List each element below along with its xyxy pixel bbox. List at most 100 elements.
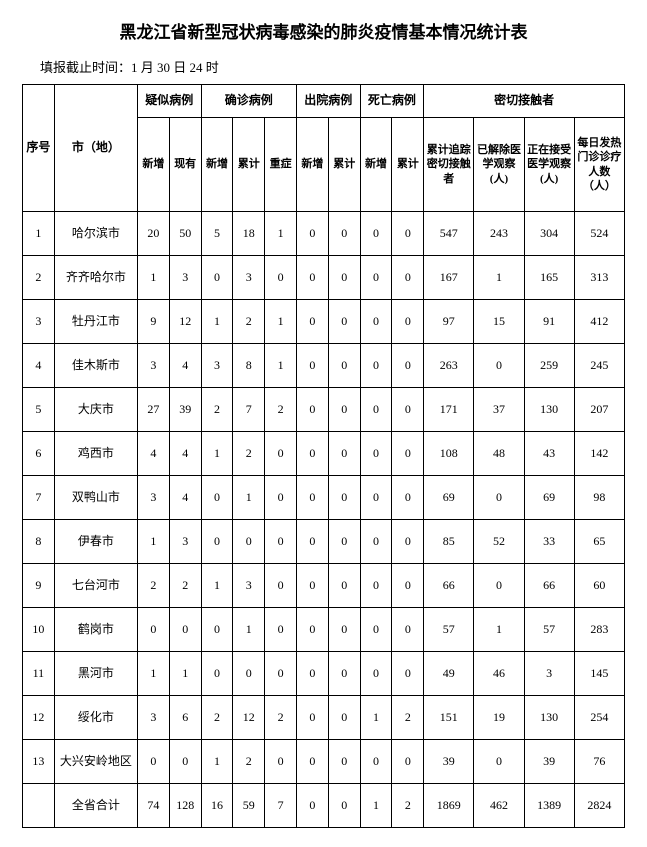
cell-value: 49 <box>424 652 474 696</box>
cell-value: 0 <box>328 476 360 520</box>
cell-value: 245 <box>574 344 624 388</box>
col-fever-clinic: 每日发热门诊诊疗人数（人） <box>574 118 624 212</box>
cell-value: 462 <box>474 784 524 828</box>
cell-value: 0 <box>328 740 360 784</box>
cell-value: 3 <box>169 256 201 300</box>
col-group-contacts: 密切接触者 <box>424 85 625 118</box>
cell-value: 207 <box>574 388 624 432</box>
table-row: 2齐齐哈尔市1303000001671165313 <box>23 256 625 300</box>
cell-value: 0 <box>360 432 392 476</box>
cell-city: 大兴安岭地区 <box>54 740 137 784</box>
cell-value: 547 <box>424 212 474 256</box>
cell-value: 0 <box>328 784 360 828</box>
cell-value: 0 <box>265 608 297 652</box>
cell-value: 0 <box>265 652 297 696</box>
cell-value: 1 <box>233 476 265 520</box>
cell-value: 0 <box>265 564 297 608</box>
cell-value: 1 <box>201 564 233 608</box>
cell-value: 0 <box>392 740 424 784</box>
cell-city: 绥化市 <box>54 696 137 740</box>
cell-value: 0 <box>360 388 392 432</box>
cell-seq: 10 <box>23 608 55 652</box>
cell-value: 1 <box>137 652 169 696</box>
cell-value: 3 <box>169 520 201 564</box>
cell-value: 0 <box>201 476 233 520</box>
cell-value: 3 <box>137 696 169 740</box>
cell-value: 0 <box>328 520 360 564</box>
cell-value: 2 <box>201 388 233 432</box>
cell-seq: 5 <box>23 388 55 432</box>
cell-value: 1 <box>137 520 169 564</box>
cell-value: 1 <box>265 300 297 344</box>
cell-value: 130 <box>524 388 574 432</box>
cell-value: 254 <box>574 696 624 740</box>
cell-value: 0 <box>392 608 424 652</box>
cell-seq: 13 <box>23 740 55 784</box>
cell-value: 5 <box>201 212 233 256</box>
cell-value: 142 <box>574 432 624 476</box>
cell-value: 2 <box>169 564 201 608</box>
col-confirmed-total: 累计 <box>233 118 265 212</box>
cell-value: 151 <box>424 696 474 740</box>
col-death-total: 累计 <box>392 118 424 212</box>
cell-value: 69 <box>524 476 574 520</box>
cell-seq <box>23 784 55 828</box>
cell-value: 66 <box>524 564 574 608</box>
stats-table: 序号 市（地） 疑似病例 确诊病例 出院病例 死亡病例 密切接触者 新增 现有 … <box>22 84 625 828</box>
cell-value: 0 <box>392 300 424 344</box>
cell-value: 39 <box>169 388 201 432</box>
cell-seq: 9 <box>23 564 55 608</box>
cell-seq: 7 <box>23 476 55 520</box>
col-group-confirmed: 确诊病例 <box>201 85 296 118</box>
cell-value: 2 <box>233 432 265 476</box>
cell-value: 0 <box>392 344 424 388</box>
cell-value: 0 <box>297 476 329 520</box>
cell-value: 3 <box>524 652 574 696</box>
cell-value: 0 <box>297 344 329 388</box>
cell-value: 1 <box>360 784 392 828</box>
table-row: 3牡丹江市9121210000971591412 <box>23 300 625 344</box>
cell-value: 1 <box>201 432 233 476</box>
cell-value: 20 <box>137 212 169 256</box>
cell-value: 1 <box>265 344 297 388</box>
cell-value: 6 <box>169 696 201 740</box>
cell-value: 263 <box>424 344 474 388</box>
col-suspected-existing: 现有 <box>169 118 201 212</box>
cell-seq: 4 <box>23 344 55 388</box>
cell-value: 167 <box>424 256 474 300</box>
cell-value: 0 <box>360 564 392 608</box>
cell-value: 0 <box>297 564 329 608</box>
cell-value: 9 <box>137 300 169 344</box>
cell-value: 98 <box>574 476 624 520</box>
cell-value: 313 <box>574 256 624 300</box>
cell-value: 0 <box>392 476 424 520</box>
cell-value: 57 <box>424 608 474 652</box>
table-row: 6鸡西市4412000001084843142 <box>23 432 625 476</box>
cell-value: 0 <box>297 256 329 300</box>
col-contacts-released: 已解除医学观察(人) <box>474 118 524 212</box>
cell-value: 0 <box>265 256 297 300</box>
cell-value: 0 <box>201 608 233 652</box>
cell-value: 0 <box>297 608 329 652</box>
cell-value: 0 <box>328 212 360 256</box>
cell-value: 19 <box>474 696 524 740</box>
cell-value: 0 <box>392 212 424 256</box>
col-group-death: 死亡病例 <box>360 85 424 118</box>
cell-value: 0 <box>297 740 329 784</box>
cell-value: 1 <box>265 212 297 256</box>
cell-value: 524 <box>574 212 624 256</box>
cell-value: 0 <box>328 344 360 388</box>
cell-value: 0 <box>265 476 297 520</box>
cell-seq: 8 <box>23 520 55 564</box>
cell-value: 0 <box>360 608 392 652</box>
table-row: 8伊春市13000000085523365 <box>23 520 625 564</box>
page-title: 黑龙江省新型冠状病毒感染的肺炎疫情基本情况统计表 <box>22 18 625 43</box>
cell-value: 0 <box>474 564 524 608</box>
cell-value: 0 <box>474 740 524 784</box>
cell-value: 8 <box>233 344 265 388</box>
cell-value: 4 <box>169 344 201 388</box>
cell-city: 黑河市 <box>54 652 137 696</box>
table-row: 12绥化市362122001215119130254 <box>23 696 625 740</box>
cell-value: 16 <box>201 784 233 828</box>
cell-value: 0 <box>328 652 360 696</box>
